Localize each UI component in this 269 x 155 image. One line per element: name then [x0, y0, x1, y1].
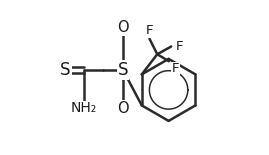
Text: F: F	[146, 24, 153, 38]
Text: F: F	[176, 40, 183, 53]
Text: O: O	[117, 20, 129, 35]
Text: O: O	[117, 101, 129, 116]
Text: S: S	[60, 61, 71, 79]
Text: F: F	[171, 62, 179, 75]
Text: NH₂: NH₂	[71, 102, 97, 115]
Text: S: S	[118, 61, 128, 79]
